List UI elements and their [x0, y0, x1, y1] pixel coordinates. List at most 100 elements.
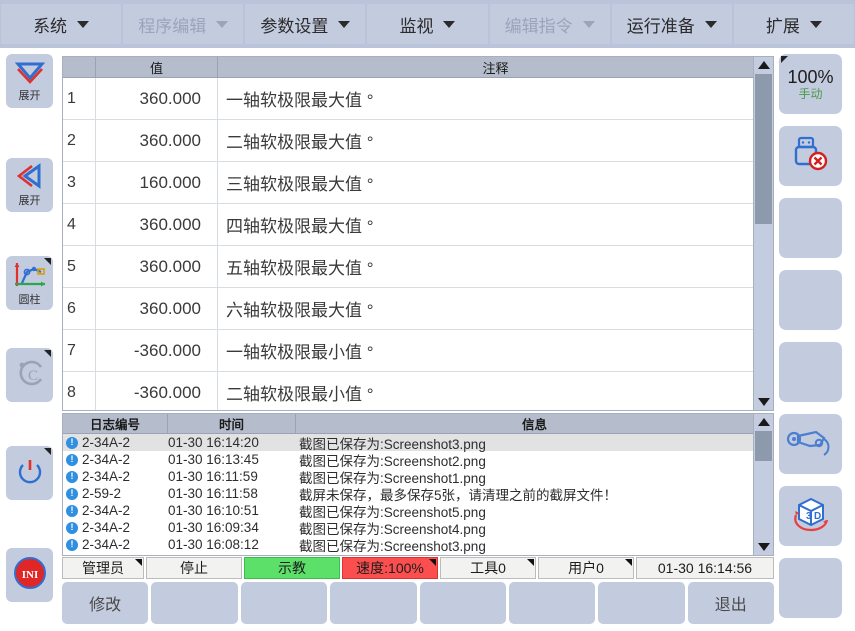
row-index: 3: [63, 162, 96, 203]
status-user-label: 管理员: [82, 560, 124, 576]
left-toolbar-button-4[interactable]: [6, 446, 53, 500]
row-value[interactable]: 360.000: [96, 204, 218, 245]
table-row[interactable]: 1 360.000 一轴软极限最大值 °: [63, 78, 773, 120]
log-code-cell: ! 2-34A-2: [63, 537, 168, 552]
row-value[interactable]: 360.000: [96, 288, 218, 329]
row-index: 4: [63, 204, 96, 245]
row-comment: 六轴软极限最大值 °: [226, 301, 374, 320]
log-table-scrollbar[interactable]: [753, 413, 774, 556]
menu-item-0[interactable]: 系统: [1, 4, 122, 44]
left-toolbar-button-0[interactable]: 展开: [6, 54, 53, 108]
scrollbar-thumb[interactable]: [755, 74, 772, 224]
scroll-down-arrow-icon[interactable]: [754, 394, 773, 410]
log-code-cell: ! 2-34A-2: [63, 452, 168, 467]
left-toolbar-button-5[interactable]: INI: [6, 548, 53, 602]
row-value[interactable]: -360.000: [96, 330, 218, 371]
left-toolbar-button-label: 展开: [18, 90, 41, 102]
right-toolbar-button-7[interactable]: [779, 558, 842, 618]
row-value[interactable]: 160.000: [96, 162, 218, 203]
menu-item-6[interactable]: 扩展: [733, 4, 854, 44]
table-row[interactable]: 3 160.000 三轴软极限最大值 °: [63, 162, 773, 204]
function-button-1[interactable]: [151, 582, 238, 624]
status-tool[interactable]: 工具0: [440, 557, 536, 579]
left-toolbar-button-2[interactable]: 圆柱: [6, 256, 53, 310]
row-value[interactable]: 360.000: [96, 78, 218, 119]
row-comment: 一轴软极限最大值 °: [226, 91, 374, 110]
table-row[interactable]: 2 360.000 二轴软极限最大值 °: [63, 120, 773, 162]
status-user[interactable]: 管理员: [62, 557, 144, 579]
menu-item-2[interactable]: 参数设置: [245, 4, 366, 44]
list-item[interactable]: ! 2-34A-2 01-30 16:10:51 截图已保存为:Screenshot5…: [63, 502, 773, 520]
function-button-4[interactable]: [419, 582, 506, 624]
list-item[interactable]: ! 2-34A-2 01-30 16:14:20 截图已保存为:Screenshot3…: [63, 434, 773, 452]
corner-marker-icon: [44, 350, 51, 357]
left-toolbar-button-label: 圆柱: [18, 294, 41, 306]
function-button-2[interactable]: [240, 582, 328, 624]
right-toolbar-button-5[interactable]: [779, 414, 842, 474]
right-toolbar: 100% 手动 3 D: [774, 48, 855, 631]
log-code: 2-34A-2: [82, 537, 131, 552]
parameter-table-scrollbar[interactable]: [753, 56, 774, 411]
chevron-down-icon: [704, 20, 717, 28]
info-icon: !: [66, 453, 78, 466]
status-speed[interactable]: 速度:100%: [342, 557, 438, 579]
log-time: 01-30 16:11:59: [168, 469, 258, 484]
row-value[interactable]: 360.000: [96, 120, 218, 161]
right-toolbar-button-4[interactable]: [779, 342, 842, 402]
status-teach-mode[interactable]: 示教: [244, 557, 340, 579]
chevron-down-icon: [443, 20, 456, 28]
log-scrollbar-thumb[interactable]: [755, 431, 772, 461]
row-index: 5: [63, 246, 96, 287]
rotate-c-icon: C: [14, 359, 46, 392]
menu-item-label: 运行准备: [626, 16, 695, 36]
function-button-label: 修改: [89, 597, 122, 614]
menu-item-3[interactable]: 监视: [367, 4, 488, 44]
function-button-5[interactable]: [508, 582, 596, 624]
function-button-0[interactable]: 修改: [62, 582, 149, 624]
right-toolbar-button-1[interactable]: [779, 126, 842, 186]
menu-item-label: 参数设置: [260, 16, 329, 36]
table-row[interactable]: 4 360.000 四轴软极限最大值 °: [63, 204, 773, 246]
row-value[interactable]: -360.000: [96, 372, 218, 410]
table-row[interactable]: 7 -360.000 一轴软极限最小值 °: [63, 330, 773, 372]
log-scroll-down-arrow-icon[interactable]: [754, 539, 773, 555]
log-code: 2-34A-2: [82, 520, 131, 535]
row-value[interactable]: 360.000: [96, 246, 218, 287]
left-toolbar-button-3[interactable]: C: [6, 348, 53, 402]
status-run-state[interactable]: 停止: [146, 557, 242, 579]
status-user-frame[interactable]: 用户0: [538, 557, 634, 579]
coordinate-robot-icon: [12, 260, 48, 293]
menu-item-1: 程序编辑: [123, 4, 244, 44]
list-item[interactable]: ! 2-34A-2 01-30 16:08:12 截图已保存为:Screenshot3…: [63, 536, 773, 554]
list-item[interactable]: ! 2-59-2 01-30 16:11:58 截屏未保存，最多保存5张，请清理之前的…: [63, 485, 773, 503]
left-toolbar-button-1[interactable]: 展开: [6, 158, 53, 212]
function-button-3[interactable]: [330, 582, 417, 624]
corner-marker-icon: [429, 559, 436, 566]
function-button-7[interactable]: 退出: [687, 582, 774, 624]
log-scroll-up-arrow-icon[interactable]: [754, 414, 773, 430]
right-toolbar-button-2[interactable]: [779, 198, 842, 258]
log-col-header-message: 信息: [521, 418, 547, 432]
table-row[interactable]: 8 -360.000 二轴软极限最小值 °: [63, 372, 773, 410]
usb-disconnected-icon: [791, 134, 831, 179]
table-row[interactable]: 5 360.000 五轴软极限最大值 °: [63, 246, 773, 288]
list-item[interactable]: ! 2-34A-2 01-30 16:09:34 截图已保存为:Screenshot4…: [63, 519, 773, 537]
scroll-up-arrow-icon[interactable]: [754, 57, 773, 73]
table-row[interactable]: 6 360.000 六轴软极限最大值 °: [63, 288, 773, 330]
robot-arm-icon: [786, 425, 836, 464]
function-button-6[interactable]: [598, 582, 685, 624]
menu-item-5[interactable]: 运行准备: [611, 4, 732, 44]
list-item[interactable]: ! 2-34A-2 01-30 16:13:45 截图已保存为:Screenshot2…: [63, 451, 773, 469]
right-toolbar-button-3[interactable]: [779, 270, 842, 330]
log-code-cell: ! 2-34A-2: [63, 503, 168, 518]
svg-text:D: D: [814, 511, 821, 522]
row-comment: 五轴软极限最大值 °: [226, 259, 374, 278]
right-toolbar-button-0[interactable]: 100% 手动: [779, 54, 842, 114]
function-button-label: 退出: [714, 597, 747, 614]
corner-marker-icon: [625, 559, 632, 566]
operation-mode-label: 手动: [798, 87, 823, 101]
ini-badge-icon: INI: [13, 556, 47, 595]
list-item[interactable]: ! 2-34A-2 01-30 16:11:59 截图已保存为:Screenshot1…: [63, 468, 773, 486]
row-comment: 三轴软极限最大值 °: [226, 175, 374, 194]
